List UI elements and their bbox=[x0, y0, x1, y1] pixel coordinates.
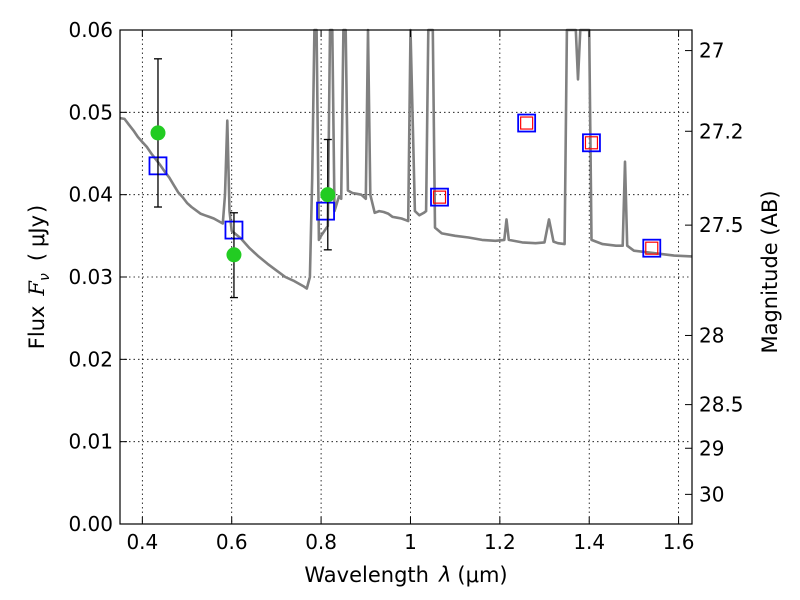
y-tick-label: 0.02 bbox=[68, 347, 113, 371]
y-tick-label: 0.03 bbox=[68, 265, 113, 289]
model-photometry-box bbox=[642, 238, 662, 258]
plot-area bbox=[119, 28, 693, 299]
y2-tick-label: 29 bbox=[699, 436, 724, 460]
y2-tick-label: 28 bbox=[699, 323, 724, 347]
y2-tick-label: 27 bbox=[699, 39, 724, 63]
y2-tick-label: 27.2 bbox=[699, 119, 744, 143]
y2-tick-label: 30 bbox=[699, 482, 724, 506]
x-tick-label: 0.6 bbox=[216, 530, 248, 554]
y-tick-label: 0.01 bbox=[68, 430, 113, 454]
x-tick-label: 1.6 bbox=[663, 530, 695, 554]
y2-axis: 27 27.2 27.5 28 28.5 29 30 bbox=[685, 39, 744, 506]
x-tick-label: 0.8 bbox=[305, 530, 337, 554]
y-tick-label: 0.05 bbox=[68, 100, 113, 124]
y-tick-label: 0.04 bbox=[68, 183, 113, 207]
y-tick-label: 0.00 bbox=[68, 512, 113, 536]
model-photometry-inner-box bbox=[432, 190, 447, 204]
x-axis-label: Wavelength λ (μm) bbox=[304, 563, 507, 587]
model-photometry-box bbox=[582, 133, 601, 153]
model-photometry-box bbox=[316, 201, 335, 221]
x-tick-label: 0.4 bbox=[126, 530, 158, 554]
y-axis-label: FluxFν(μJy) bbox=[25, 205, 53, 349]
y-axis: 0.00 0.01 0.02 0.03 0.04 0.05 0.06 bbox=[68, 18, 127, 536]
model-photometry-box bbox=[430, 187, 449, 207]
x-axis: 0.4 0.6 0.8 1 1.2 1.4 1.6 bbox=[126, 30, 695, 554]
model-photometry-box bbox=[517, 113, 537, 133]
spectrum-line bbox=[119, 28, 693, 290]
x-tick-label: 1.4 bbox=[573, 530, 605, 554]
model-photometry-inner-box bbox=[645, 241, 659, 255]
y2-tick-label: 27.5 bbox=[699, 213, 744, 237]
observed-flux-point bbox=[320, 187, 336, 203]
model-photometry-inner-box bbox=[520, 116, 534, 130]
observed-flux-point bbox=[226, 247, 242, 263]
model-photometry-inner-box bbox=[584, 136, 599, 150]
x-tick-label: 1 bbox=[404, 530, 417, 554]
observed-flux-point bbox=[150, 125, 166, 141]
x-tick-label: 1.2 bbox=[484, 530, 516, 554]
y-tick-label: 0.06 bbox=[68, 18, 113, 42]
y2-tick-label: 28.5 bbox=[699, 393, 744, 417]
y2-axis-label: Magnitude (AB) bbox=[758, 190, 782, 353]
